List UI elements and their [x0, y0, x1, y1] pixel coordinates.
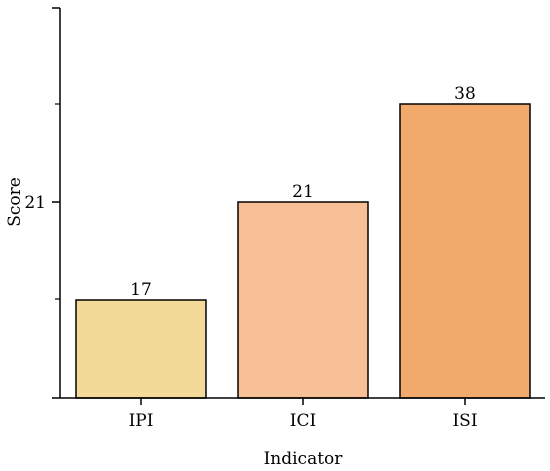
- data-label-ici: 21: [292, 182, 314, 202]
- data-labels-group: 17 21 38: [130, 84, 476, 300]
- data-label-ipi: 17: [130, 280, 152, 300]
- x-tick-label-ipi: IPI: [129, 411, 154, 431]
- x-tick-label-ici: ICI: [290, 411, 316, 431]
- x-tick-label-isi: ISI: [452, 411, 477, 431]
- bar-isi: [399, 103, 531, 399]
- x-axis-title: Indicator: [264, 449, 344, 469]
- bar-ipi: [75, 299, 207, 399]
- bar-ici: [237, 201, 369, 399]
- y-axis-title: Score: [5, 177, 25, 227]
- y-tick-label: 21: [24, 193, 46, 213]
- bars-group: [75, 103, 531, 399]
- data-label-isi: 38: [454, 84, 476, 104]
